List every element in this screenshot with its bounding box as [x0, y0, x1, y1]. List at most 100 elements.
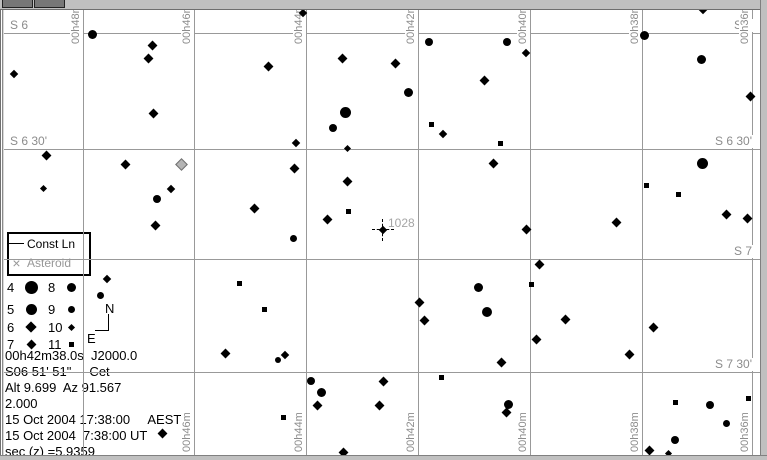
star[interactable]	[41, 150, 51, 160]
star[interactable]	[501, 407, 511, 417]
star-size-sample	[20, 303, 42, 315]
star[interactable]	[148, 108, 158, 118]
star[interactable]	[672, 399, 678, 405]
star[interactable]	[261, 306, 267, 312]
star[interactable]	[639, 30, 649, 40]
star[interactable]	[698, 10, 708, 15]
star[interactable]	[143, 53, 153, 63]
star[interactable]	[87, 29, 97, 39]
star[interactable]	[166, 184, 176, 194]
star[interactable]	[102, 274, 112, 284]
star[interactable]	[722, 419, 730, 427]
star[interactable]	[337, 53, 347, 63]
star[interactable]	[322, 214, 332, 224]
star[interactable]	[496, 357, 506, 367]
star[interactable]	[374, 400, 384, 410]
star[interactable]	[644, 445, 654, 455]
star[interactable]	[531, 334, 541, 344]
star[interactable]	[745, 395, 751, 401]
ra-label: 00h36m	[739, 408, 752, 452]
grid-line-ra	[642, 10, 643, 455]
status-line: 15 Oct 2004 17:38:00 AEST	[4, 412, 185, 428]
star[interactable]	[497, 140, 503, 146]
star[interactable]	[696, 54, 706, 64]
star[interactable]	[96, 291, 104, 299]
star[interactable]	[280, 350, 290, 360]
ra-label: 00h38m	[629, 408, 642, 452]
toolbar-button-stub[interactable]	[34, 0, 65, 8]
star[interactable]	[745, 91, 755, 101]
star[interactable]	[488, 158, 498, 168]
window-left-border	[0, 0, 4, 460]
ra-label: 00h42m	[405, 10, 418, 44]
star[interactable]	[9, 69, 19, 79]
star[interactable]	[289, 163, 299, 173]
star[interactable]	[220, 348, 230, 358]
star[interactable]	[438, 129, 448, 139]
star[interactable]	[150, 220, 160, 230]
star[interactable]	[521, 48, 531, 58]
star[interactable]	[560, 314, 570, 324]
star[interactable]	[280, 414, 286, 420]
star[interactable]	[479, 75, 489, 85]
map-top-border	[0, 9, 761, 10]
star[interactable]	[263, 61, 273, 71]
star[interactable]	[120, 159, 130, 169]
star[interactable]	[675, 191, 681, 197]
star[interactable]	[339, 106, 351, 118]
star[interactable]	[153, 195, 161, 203]
star[interactable]	[312, 400, 322, 410]
window-right-border	[760, 0, 767, 460]
star[interactable]	[503, 399, 513, 409]
star-size-sample	[20, 280, 42, 294]
star[interactable]	[419, 315, 429, 325]
star[interactable]	[403, 87, 413, 97]
sky-chart-canvas[interactable]: Const Ln × Asteroid N E 00h42m38.0s J2000.…	[4, 10, 760, 455]
status-line: 15 Oct 2004 7:38:00 UT	[4, 428, 151, 444]
star[interactable]	[316, 387, 326, 397]
star[interactable]	[528, 281, 534, 287]
star[interactable]	[147, 40, 157, 50]
star[interactable]	[643, 182, 649, 188]
star[interactable]	[174, 157, 188, 171]
asteroid-marker[interactable]	[372, 219, 394, 241]
status-line: sec (z) =5.9359	[4, 444, 98, 455]
grid-line-ra	[752, 10, 753, 455]
star[interactable]	[39, 184, 47, 192]
star[interactable]	[236, 280, 242, 286]
star[interactable]	[249, 203, 259, 213]
star[interactable]	[425, 38, 433, 46]
star[interactable]	[534, 259, 544, 269]
star[interactable]	[503, 38, 511, 46]
status-line: 00h42m38.0s J2000.0	[4, 348, 141, 364]
ra-label: 00h42m	[405, 408, 418, 452]
status-line: 2.000	[4, 396, 41, 412]
toolbar-button-stub[interactable]	[2, 0, 33, 8]
star[interactable]	[343, 144, 351, 152]
star[interactable]	[342, 176, 352, 186]
magnitude-number: 6	[7, 319, 15, 335]
star[interactable]	[345, 208, 351, 214]
star[interactable]	[438, 374, 444, 380]
star[interactable]	[390, 58, 400, 68]
star[interactable]	[289, 234, 297, 242]
star[interactable]	[428, 121, 434, 127]
star[interactable]	[307, 377, 315, 385]
star[interactable]	[624, 349, 634, 359]
star[interactable]	[378, 376, 388, 386]
star[interactable]	[329, 124, 337, 132]
star[interactable]	[671, 436, 679, 444]
magnitude-number: 11	[48, 336, 62, 352]
star[interactable]	[338, 447, 348, 455]
star[interactable]	[414, 297, 424, 307]
star[interactable]	[611, 217, 621, 227]
star[interactable]	[696, 157, 708, 169]
star[interactable]	[648, 322, 658, 332]
star[interactable]	[721, 209, 731, 219]
star[interactable]	[291, 138, 301, 148]
star[interactable]	[706, 401, 714, 409]
star[interactable]	[482, 307, 492, 317]
star[interactable]	[275, 357, 281, 363]
star[interactable]	[742, 213, 752, 223]
star[interactable]	[473, 282, 483, 292]
